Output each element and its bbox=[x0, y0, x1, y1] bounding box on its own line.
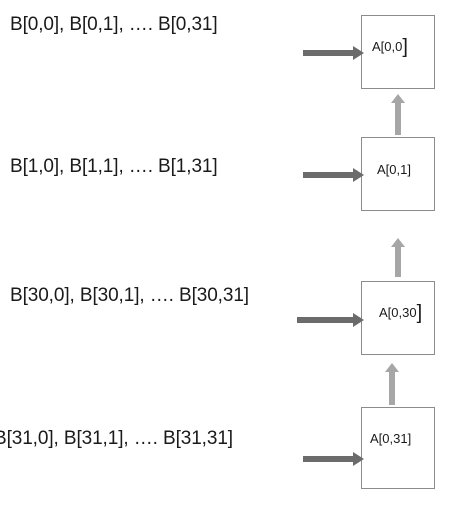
row-0-b-label: B[0,0], B[0,1], …. B[0,31] bbox=[10, 14, 218, 35]
arrow-row-0 bbox=[303, 46, 364, 60]
cell-a-0-1 bbox=[361, 137, 435, 211]
cell-a-0-31 bbox=[361, 407, 435, 489]
arrow-up-1-to-0 bbox=[391, 94, 405, 135]
cell-a-0-0-label: A[0,0] bbox=[372, 36, 408, 58]
cell-a-0-1-text: A[0,1] bbox=[377, 162, 411, 177]
cell-a-0-0-bracket: ] bbox=[402, 36, 408, 58]
cell-a-0-1-label: A[0,1] bbox=[377, 162, 411, 178]
cell-a-0-30-text: A[0,30 bbox=[379, 305, 417, 320]
cell-a-0-31-text: A[0,31] bbox=[370, 431, 412, 446]
cell-a-0-0 bbox=[361, 15, 435, 89]
cell-a-0-30-label: A[0,30] bbox=[379, 302, 423, 324]
row-30-b-label: B[30,0], B[30,1], …. B[30,31] bbox=[10, 285, 249, 306]
arrow-up-30-to-1 bbox=[391, 238, 405, 277]
cell-a-0-30 bbox=[361, 281, 435, 355]
arrow-row-30 bbox=[297, 313, 364, 327]
arrow-row-31 bbox=[303, 452, 364, 466]
cell-a-0-31-label: A[0,31] bbox=[370, 431, 411, 447]
cell-a-0-30-bracket: ] bbox=[416, 302, 423, 324]
row-1-b-label: B[1,0], B[1,1], …. B[1,31] bbox=[10, 156, 218, 177]
row-31-b-label: B[31,0], B[31,1], …. B[31,31] bbox=[0, 428, 233, 449]
arrow-up-31-to-30 bbox=[385, 363, 399, 405]
arrow-row-1 bbox=[303, 168, 364, 182]
cell-a-0-0-text: A[0,0 bbox=[372, 39, 403, 54]
